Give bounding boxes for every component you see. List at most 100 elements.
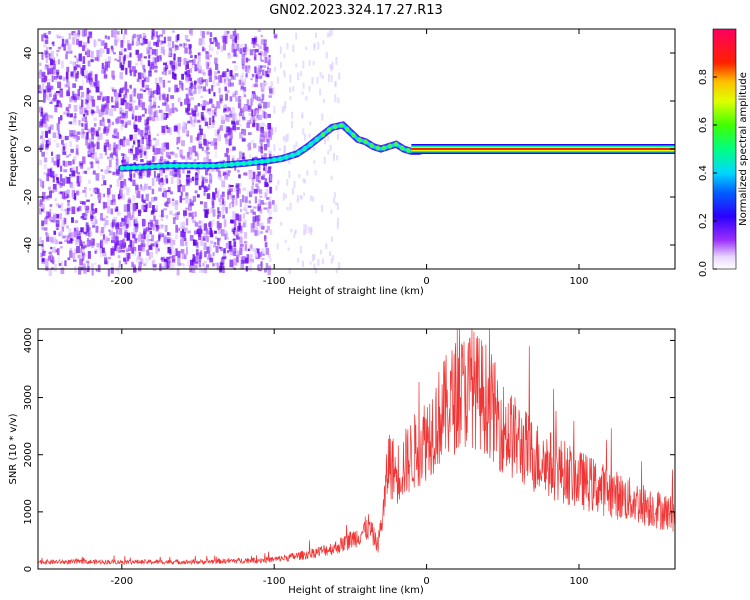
noise-speckle	[262, 174, 265, 180]
noise-speckle	[217, 207, 220, 214]
noise-speckle	[188, 153, 193, 160]
noise-speckle	[145, 234, 150, 242]
noise-speckle	[138, 251, 141, 257]
noise-speckle	[176, 136, 181, 144]
noise-speckle	[321, 258, 324, 265]
noise-speckle	[251, 94, 254, 103]
noise-speckle	[310, 195, 313, 201]
noise-speckle	[231, 120, 236, 125]
noise-speckle	[76, 131, 81, 135]
noise-speckle	[240, 260, 245, 264]
noise-speckle	[50, 239, 55, 244]
noise-speckle	[202, 86, 207, 92]
noise-speckle	[64, 208, 68, 216]
noise-speckle	[166, 178, 169, 184]
noise-speckle	[331, 236, 334, 242]
noise-speckle	[265, 46, 269, 53]
noise-speckle	[248, 112, 252, 116]
noise-speckle	[59, 182, 63, 188]
noise-speckle	[303, 192, 306, 196]
noise-speckle	[251, 73, 255, 78]
noise-speckle	[198, 259, 202, 267]
noise-speckle	[171, 198, 175, 202]
noise-speckle	[151, 188, 155, 195]
noise-speckle	[43, 227, 48, 231]
noise-speckle	[85, 205, 90, 210]
noise-speckle	[287, 247, 290, 251]
noise-speckle	[253, 50, 257, 59]
noise-speckle	[97, 192, 102, 200]
noise-speckle	[336, 129, 339, 133]
noise-speckle	[156, 240, 161, 243]
noise-speckle	[334, 94, 337, 103]
noise-speckle	[70, 71, 74, 77]
noise-speckle	[132, 210, 135, 219]
noise-speckle	[124, 260, 128, 265]
noise-speckle	[209, 112, 212, 117]
noise-speckle	[239, 96, 242, 100]
noise-speckle	[227, 170, 230, 177]
noise-speckle	[56, 159, 61, 166]
noise-speckle	[253, 108, 257, 116]
noise-speckle	[43, 44, 47, 48]
noise-speckle	[244, 196, 248, 203]
noise-speckle	[156, 37, 159, 43]
noise-speckle	[118, 89, 122, 97]
noise-speckle	[226, 114, 230, 122]
noise-speckle	[236, 189, 240, 198]
noise-speckle	[128, 246, 131, 251]
noise-speckle	[173, 56, 176, 61]
noise-speckle	[269, 229, 273, 235]
noise-speckle	[102, 40, 105, 46]
noise-speckle	[123, 48, 127, 52]
noise-speckle	[45, 266, 49, 271]
noise-speckle	[244, 104, 247, 111]
noise-speckle	[50, 255, 53, 262]
noise-speckle	[241, 137, 245, 140]
noise-speckle	[308, 133, 311, 138]
noise-speckle	[146, 249, 150, 256]
noise-speckle	[103, 223, 107, 228]
noise-speckle	[111, 105, 115, 108]
noise-speckle	[152, 268, 157, 271]
noise-speckle	[305, 46, 308, 50]
noise-speckle	[175, 45, 179, 51]
noise-speckle	[332, 152, 335, 161]
noise-speckle	[72, 252, 76, 260]
noise-speckle	[262, 94, 265, 101]
noise-speckle	[150, 197, 155, 202]
noise-speckle	[146, 118, 150, 124]
noise-speckle	[250, 243, 253, 249]
noise-speckle	[92, 143, 96, 147]
noise-speckle	[260, 151, 264, 158]
noise-speckle	[117, 116, 121, 124]
noise-speckle	[168, 70, 172, 75]
noise-speckle	[229, 192, 233, 200]
noise-speckle	[149, 139, 152, 147]
noise-speckle	[229, 148, 234, 152]
noise-speckle	[213, 241, 217, 245]
noise-speckle	[45, 51, 49, 54]
noise-speckle	[308, 60, 311, 66]
noise-speckle	[229, 34, 234, 39]
noise-speckle	[246, 266, 249, 271]
spectrogram-y-tick-label: 40	[23, 47, 34, 60]
noise-speckle	[176, 178, 181, 186]
noise-speckle	[216, 131, 220, 136]
noise-speckle	[309, 121, 312, 125]
noise-speckle	[110, 199, 113, 205]
noise-speckle	[211, 109, 216, 115]
noise-speckle	[265, 137, 270, 141]
noise-speckle	[113, 52, 116, 55]
noise-speckle	[176, 34, 180, 41]
noise-speckle	[143, 183, 148, 190]
noise-speckle	[209, 175, 213, 183]
noise-speckle	[134, 217, 139, 224]
noise-speckle	[65, 51, 69, 54]
noise-speckle	[259, 99, 262, 107]
noise-speckle	[219, 263, 222, 271]
noise-speckle	[41, 258, 45, 262]
noise-speckle	[89, 78, 93, 85]
noise-speckle	[262, 92, 265, 99]
noise-speckle	[181, 140, 185, 147]
